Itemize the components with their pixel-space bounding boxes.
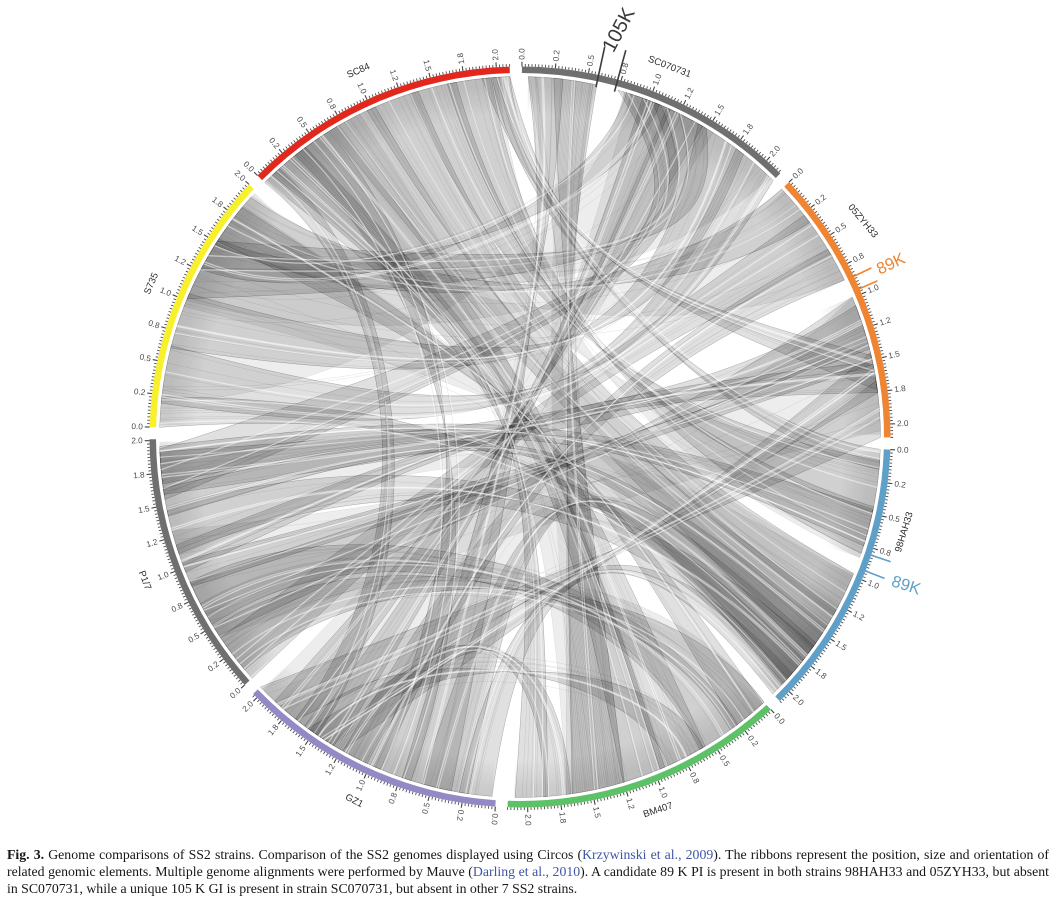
svg-text:1.5: 1.5 [888,349,901,360]
svg-text:0.5: 0.5 [888,513,901,524]
svg-text:1.0: 1.0 [156,570,170,583]
svg-text:1.2: 1.2 [624,797,636,811]
svg-text:0.8: 0.8 [619,61,631,75]
svg-text:1.2: 1.2 [145,537,159,549]
svg-text:1.2: 1.2 [388,68,400,82]
svg-text:0.2: 0.2 [133,387,146,397]
svg-text:0.5: 0.5 [585,54,596,67]
svg-text:1.0: 1.0 [657,785,670,799]
svg-text:1.0: 1.0 [866,578,880,591]
svg-text:0.0: 0.0 [517,48,526,60]
svg-text:0.0: 0.0 [897,445,909,454]
svg-text:0.8: 0.8 [147,319,161,331]
svg-text:2.0: 2.0 [523,814,532,826]
svg-text:1.2: 1.2 [878,315,892,327]
svg-text:1.8: 1.8 [133,470,146,480]
svg-text:0.2: 0.2 [552,49,562,62]
svg-text:1.5: 1.5 [421,59,433,73]
svg-text:2.0: 2.0 [131,436,143,445]
svg-text:0.5: 0.5 [139,352,152,363]
svg-text:1.8: 1.8 [557,811,567,824]
svg-text:0.2: 0.2 [455,809,466,822]
svg-text:0.2: 0.2 [894,479,907,489]
svg-text:2.0: 2.0 [897,419,909,428]
svg-text:1.0: 1.0 [159,286,173,299]
svg-text:0.8: 0.8 [878,546,892,558]
svg-text:1.5: 1.5 [591,806,602,819]
svg-text:0.5: 0.5 [420,801,432,815]
svg-text:1.5: 1.5 [137,504,150,515]
svg-text:2.0: 2.0 [491,48,501,60]
svg-text:1.8: 1.8 [456,52,467,65]
svg-text:1.0: 1.0 [651,72,664,86]
svg-text:0.8: 0.8 [387,791,399,805]
svg-text:1.0: 1.0 [354,778,367,792]
svg-text:0.0: 0.0 [131,422,143,431]
svg-text:1.0: 1.0 [355,81,368,95]
svg-text:0.0: 0.0 [490,813,500,825]
svg-text:1.0: 1.0 [866,282,880,295]
svg-text:1.8: 1.8 [894,384,907,394]
